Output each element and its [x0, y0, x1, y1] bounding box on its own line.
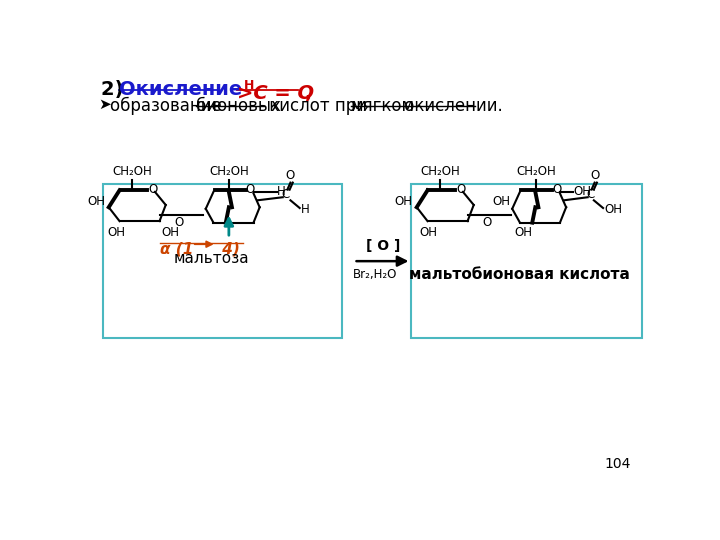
- Text: O: O: [246, 183, 255, 196]
- Text: OH: OH: [492, 194, 510, 207]
- Text: >C = O: >C = O: [237, 84, 314, 103]
- Bar: [104, 184, 342, 338]
- Text: Окисление: Окисление: [119, 80, 242, 99]
- Text: OH: OH: [88, 194, 106, 207]
- Text: ,: ,: [298, 84, 312, 103]
- Text: OH: OH: [514, 226, 532, 240]
- Text: [ O ]: [ O ]: [366, 239, 400, 253]
- Text: C: C: [587, 188, 595, 201]
- Text: OH: OH: [574, 185, 592, 198]
- Text: O: O: [149, 183, 158, 196]
- Text: бионовых: бионовых: [196, 97, 281, 115]
- Text: мягком: мягком: [351, 97, 415, 115]
- Text: 4): 4): [217, 242, 240, 257]
- Text: мальтоза: мальтоза: [174, 251, 249, 266]
- Text: окислении.: окислении.: [399, 97, 503, 115]
- Text: H: H: [244, 79, 255, 92]
- Text: образование: образование: [110, 97, 228, 116]
- Text: O: O: [174, 217, 184, 230]
- Text: мальтобионовая кислота: мальтобионовая кислота: [409, 267, 629, 281]
- Text: 104: 104: [604, 457, 631, 471]
- Text: O: O: [590, 169, 599, 182]
- Text: 2): 2): [101, 80, 130, 99]
- Text: CH₂OH: CH₂OH: [516, 165, 556, 178]
- Text: O: O: [482, 217, 492, 230]
- Text: α (1: α (1: [160, 242, 198, 257]
- Text: ➤: ➤: [98, 97, 111, 112]
- Text: CH₂OH: CH₂OH: [420, 165, 459, 178]
- Text: CH₂OH: CH₂OH: [112, 165, 152, 178]
- Text: O: O: [552, 183, 562, 196]
- Text: OH: OH: [420, 226, 438, 240]
- Text: OH: OH: [107, 226, 125, 240]
- Text: OH: OH: [394, 194, 412, 207]
- Text: H: H: [277, 185, 286, 198]
- Text: Br₂,H₂O: Br₂,H₂O: [353, 268, 397, 281]
- Text: H: H: [301, 203, 310, 216]
- Text: кислот при: кислот при: [264, 97, 377, 115]
- Text: CH₂OH: CH₂OH: [209, 165, 248, 178]
- Text: OH: OH: [161, 226, 179, 240]
- Bar: [411, 184, 642, 338]
- Text: O: O: [286, 169, 295, 182]
- Text: C: C: [282, 188, 290, 201]
- Text: OH: OH: [605, 203, 623, 216]
- Text: O: O: [456, 183, 465, 196]
